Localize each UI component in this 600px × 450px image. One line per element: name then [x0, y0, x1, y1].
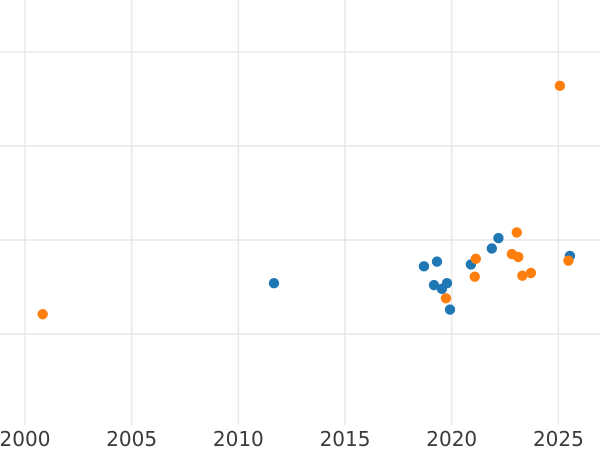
data-point-series-orange [511, 227, 522, 238]
x-tick-label: 2010 [213, 427, 264, 450]
data-point-series-orange [563, 255, 574, 266]
data-point-series-blue [268, 278, 280, 289]
data-point-series-blue [431, 256, 443, 267]
data-point-series-blue [486, 243, 498, 254]
x-tick-label: 2020 [426, 427, 477, 450]
x-tick-label: 2025 [533, 427, 584, 450]
data-point-series-blue [493, 232, 504, 244]
data-point-series-orange [525, 267, 537, 279]
data-point-series-blue [441, 278, 453, 289]
data-point-series-orange [37, 309, 48, 320]
data-point-series-orange [513, 251, 524, 263]
data-point-series-blue [418, 261, 430, 272]
data-point-series-orange [440, 293, 452, 304]
x-tick-label: 2000 [0, 427, 50, 450]
data-point-series-blue [444, 304, 456, 315]
x-tick-label: 2015 [320, 427, 371, 450]
data-point-series-orange [554, 80, 566, 92]
data-point-series-blue [428, 279, 440, 291]
data-point-series-orange [517, 270, 528, 281]
data-point-series-orange [469, 271, 480, 282]
x-tick-label: 2005 [106, 427, 157, 450]
data-point-series-orange [470, 253, 482, 264]
